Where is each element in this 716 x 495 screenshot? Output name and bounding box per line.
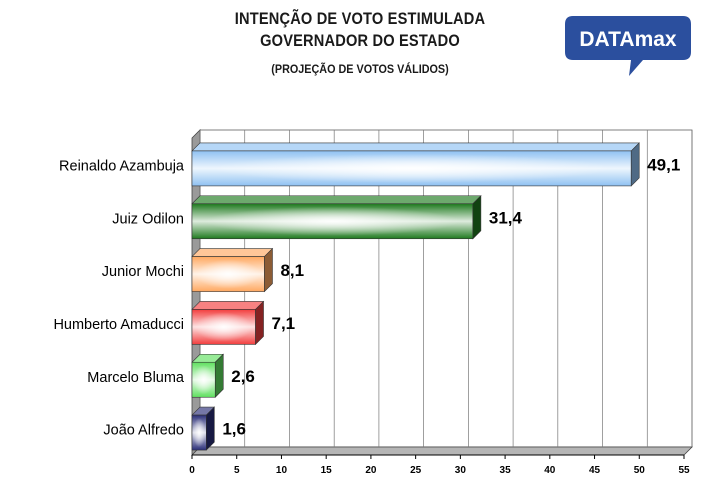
x-tick-label: 10 — [276, 465, 288, 476]
x-tick-label: 30 — [455, 465, 467, 476]
bar-3 — [191, 247, 274, 293]
bar-2 — [191, 195, 482, 240]
bar-side-face — [472, 195, 482, 240]
category-label: Humberto Amaducci — [53, 317, 184, 333]
x-tick-label: 15 — [321, 465, 333, 476]
value-label: 8,1 — [280, 261, 304, 280]
logo-speech-bubble — [565, 16, 691, 76]
chart-title-line-1: INTENÇÃO DE VOTO ESTIMULADA — [234, 9, 486, 28]
x-tick-label: 45 — [589, 465, 601, 476]
logo-text: DATAmax — [579, 28, 677, 51]
category-label: Juiz Odilon — [112, 211, 184, 227]
bar-4 — [191, 300, 265, 346]
bar-side-face — [255, 300, 264, 346]
chart-subtitle: (PROJEÇÃO DE VOTOS VÁLIDOS) — [271, 62, 449, 76]
bar-6 — [191, 406, 216, 451]
bar-highlight — [211, 153, 612, 184]
value-label: 31,4 — [489, 208, 523, 227]
chart-title-line-2: GOVERNADOR DO ESTADO — [260, 31, 460, 50]
bar-highlight — [195, 259, 262, 289]
x-tick-label: 20 — [365, 465, 377, 476]
bar-side-face — [206, 406, 215, 451]
x-tick-label: 35 — [500, 465, 512, 476]
chart-title-block: INTENÇÃO DE VOTO ESTIMULADA GOVERNADOR D… — [150, 8, 570, 76]
bar-side-face — [630, 142, 640, 187]
x-tick-label: 0 — [189, 465, 195, 476]
value-label: 49,1 — [647, 155, 680, 174]
category-label: Junior Mochi — [102, 264, 184, 280]
bar-highlight — [194, 312, 253, 342]
value-label: 1,6 — [222, 420, 246, 439]
plot-floor — [191, 446, 693, 456]
x-tick-label: 5 — [234, 465, 240, 476]
category-label: João Alfredo — [103, 423, 184, 439]
category-label: Reinaldo Azambuja — [59, 158, 185, 174]
bar-side-face — [264, 247, 273, 293]
bar-highlight — [204, 206, 461, 236]
bar-top-face — [191, 301, 265, 310]
x-tick-label: 55 — [678, 465, 690, 476]
bar-1 — [191, 142, 640, 187]
x-tick-label: 40 — [544, 465, 556, 476]
x-tick-label: 25 — [410, 465, 422, 476]
category-label: Marcelo Bluma — [87, 370, 185, 386]
bar-5 — [191, 353, 224, 398]
value-label: 2,6 — [231, 367, 255, 386]
value-label: 7,1 — [272, 314, 296, 333]
bar-highlight — [192, 418, 206, 448]
x-tick-label: 50 — [634, 465, 646, 476]
bar-top-face — [191, 142, 640, 152]
bar-highlight — [193, 365, 215, 395]
datamax-logo: DATAmax — [565, 16, 691, 76]
bar-side-face — [214, 353, 224, 398]
bar-top-face — [191, 195, 482, 205]
bar-top-face — [191, 248, 274, 257]
